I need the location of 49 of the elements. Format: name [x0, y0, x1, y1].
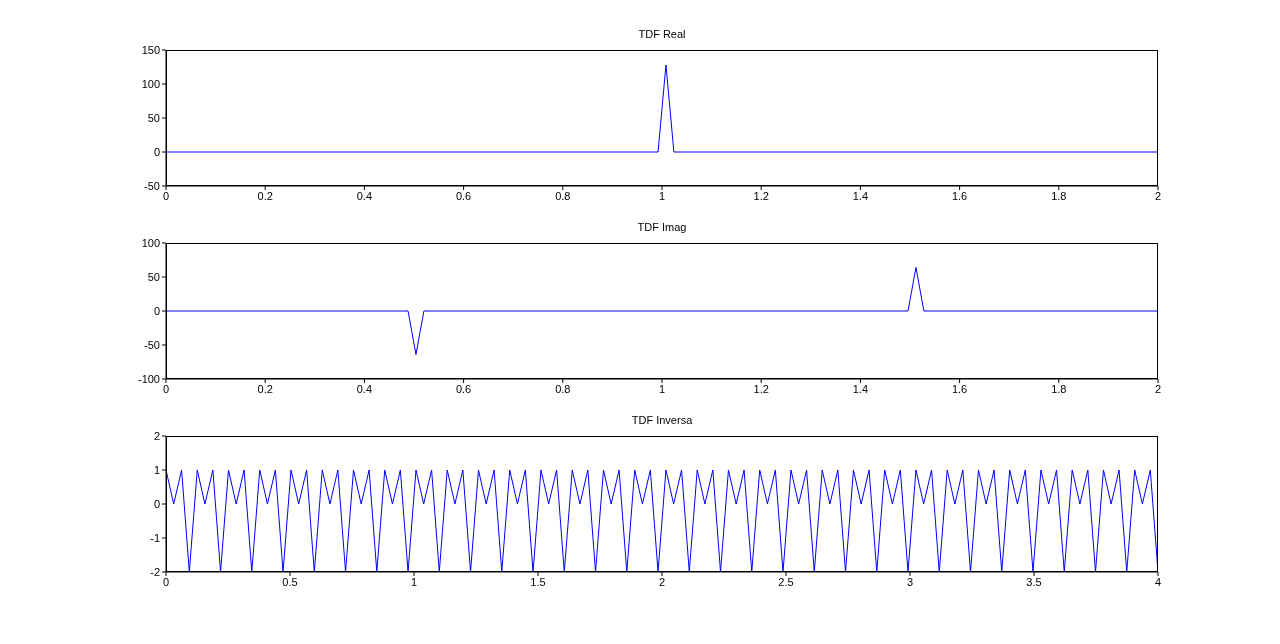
x-tick-label: 2	[1154, 382, 1162, 395]
y-tick-label: 50	[147, 270, 160, 283]
y-tick-label: -100	[137, 372, 160, 385]
x-tick-label: 1	[658, 189, 666, 202]
y-tick-label: 1	[153, 463, 160, 476]
x-tick-label: 1.6	[951, 382, 968, 395]
x-tick-label: 3.5	[1026, 575, 1042, 588]
x-tick-label: 1.4	[852, 382, 869, 395]
x-tick-label: 0	[162, 189, 170, 202]
x-tick-label: 0.2	[257, 189, 273, 202]
y-tick-label: -50	[144, 338, 160, 351]
y-tick-label: 0	[153, 145, 160, 158]
y-tick-label: -2	[150, 565, 160, 578]
x-tick-label: 0.2	[257, 382, 273, 395]
x-tick-label: 3	[906, 575, 914, 588]
x-tick-label: 1.8	[1051, 189, 1067, 202]
x-tick-label: 0	[162, 382, 170, 395]
x-tick-label: 1.2	[753, 382, 769, 395]
x-tick-label: 1	[410, 575, 418, 588]
y-tick-label: 0	[153, 497, 160, 510]
x-tick-label: 0.8	[555, 189, 571, 202]
x-tick-label: 0.5	[282, 575, 298, 588]
y-tick-label: 50	[147, 111, 160, 124]
x-tick-label: 0.4	[356, 382, 373, 395]
x-tick-label: 0.4	[356, 189, 373, 202]
y-tick-label: 2	[153, 429, 160, 442]
x-tick-label: 0.8	[555, 382, 571, 395]
x-tick-label: 1.8	[1051, 382, 1067, 395]
chart-title: TDF Inversa	[630, 414, 694, 426]
y-tick-label: 100	[141, 77, 160, 90]
x-tick-label: 0.6	[455, 382, 472, 395]
x-tick-label: 2	[1154, 189, 1162, 202]
x-tick-label: 2	[658, 575, 666, 588]
x-tick-label: 0	[162, 575, 170, 588]
chart-title: TDF Imag	[636, 221, 688, 233]
x-tick-label: 2.5	[778, 575, 794, 588]
y-tick-label: 0	[153, 304, 160, 317]
x-tick-label: 0.6	[455, 189, 472, 202]
x-tick-label: 1.6	[951, 189, 968, 202]
y-tick-label: 150	[141, 43, 160, 56]
x-tick-label: 1	[658, 382, 666, 395]
chart-title: TDF Real	[637, 28, 687, 40]
y-tick-label: -50	[144, 179, 160, 192]
x-tick-label: 1.2	[753, 189, 769, 202]
x-tick-label: 4	[1154, 575, 1162, 588]
x-tick-label: 1.5	[530, 575, 546, 588]
y-tick-label: 100	[141, 236, 160, 249]
y-tick-label: -1	[150, 531, 160, 544]
x-tick-label: 1.4	[852, 189, 869, 202]
